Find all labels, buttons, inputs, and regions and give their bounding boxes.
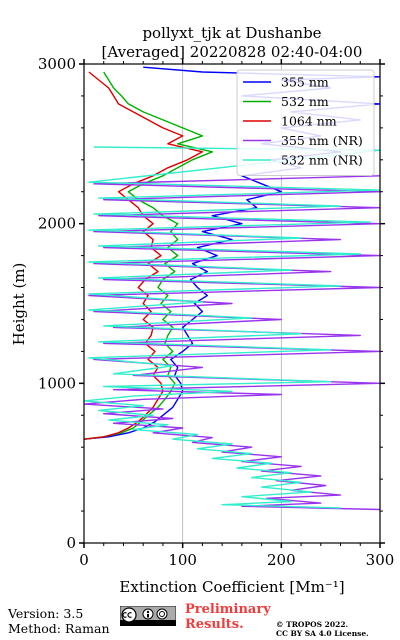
method-text: Method: Raman — [8, 621, 110, 636]
chart-title-line-1: pollyxt_tjk at Dushanbe — [142, 24, 321, 42]
legend: 355 nm 532 nm 1064 nm 355 nm (NR) 532 nm (NR… — [236, 69, 375, 176]
series-line-4 — [84, 146, 380, 509]
legend-entry: 1064 nm — [281, 114, 337, 129]
axes — [83, 63, 381, 544]
legend-entry: 532 nm — [281, 94, 329, 109]
version-text: Version: 3.5 — [8, 606, 84, 621]
y-tick-label: 1000 — [38, 374, 76, 392]
preliminary-line-1: Preliminary — [185, 602, 271, 617]
copyright-line-2: CC BY SA 4.0 License. — [276, 629, 369, 638]
legend-entry: 355 nm — [281, 75, 329, 90]
y-tick-label: 2000 — [38, 215, 76, 233]
x-tick-label: 200 — [267, 551, 296, 569]
y-axis-label: Height (m) — [10, 263, 28, 346]
legend-box — [236, 69, 375, 176]
legend-entry: 532 nm (NR) — [281, 153, 363, 168]
y-tick-label: 3000 — [38, 55, 76, 73]
cc-by-sa-badge — [120, 606, 176, 626]
copyright-note: © TROPOS 2022. CC BY SA 4.0 License. — [276, 620, 369, 638]
x-tick-label: 100 — [168, 551, 197, 569]
plot-area — [84, 66, 380, 511]
preliminary-results-note: Preliminary Results. — [185, 602, 271, 632]
legend-entry: 355 nm (NR) — [281, 133, 363, 148]
series-line-3 — [84, 175, 380, 511]
axes-frame — [83, 63, 381, 544]
x-tick-label: 0 — [79, 551, 89, 569]
x-tick-label: 300 — [366, 551, 395, 569]
preliminary-line-2: Results. — [185, 617, 244, 632]
x-axis-label: Extinction Coefficient [Mm⁻¹] — [119, 578, 344, 596]
copyright-line-1: © TROPOS 2022. — [276, 620, 349, 629]
y-tick-label: 0 — [66, 534, 76, 552]
chart-title-line-2: [Averaged] 20220828 02:40-04:00 — [102, 43, 363, 61]
